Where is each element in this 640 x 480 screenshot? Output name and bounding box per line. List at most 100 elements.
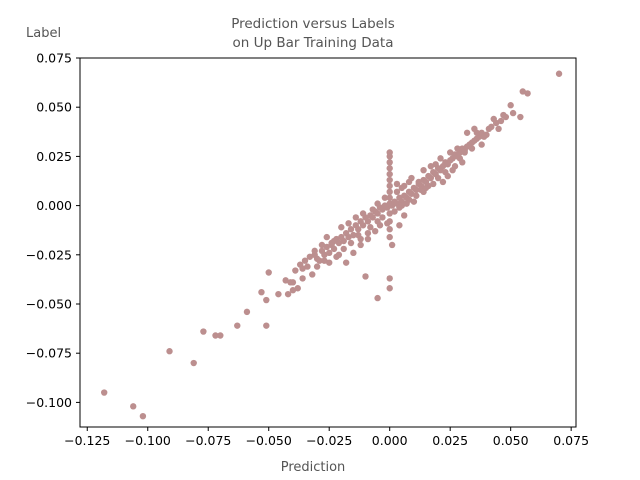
data-point [359,210,367,217]
data-point [289,287,297,294]
data-point [357,235,364,243]
data-point [500,111,507,119]
data-point [386,210,393,217]
data-point [509,109,517,117]
data-point [408,190,415,197]
data-point [393,188,401,196]
data-point [282,277,289,284]
data-point [386,153,393,160]
data-point [323,233,330,241]
data-point [374,210,381,217]
data-point [386,275,393,282]
data-point [478,141,485,148]
data-point [379,214,386,221]
data-point [275,290,282,298]
data-point [299,265,306,272]
data-point [362,273,369,280]
data-point [364,235,372,243]
y-tick-label: −0.050 [26,297,72,312]
data-point [437,155,444,162]
data-point [386,176,393,184]
data-point [473,129,480,136]
x-tick-label: −0.100 [125,433,171,448]
data-point [326,249,333,257]
data-point [318,241,326,249]
data-point [507,102,514,109]
y-tick-label: −0.025 [26,247,72,262]
data-point [304,263,311,270]
data-point [432,161,439,168]
y-tick-label: 0.075 [36,51,72,66]
data-point [166,348,173,355]
data-point [485,125,493,133]
data-point [347,239,355,247]
data-point [352,214,360,221]
data-point [391,208,398,215]
data-point [369,214,376,221]
data-point [340,245,347,253]
data-point [139,412,147,420]
data-point [265,269,272,276]
data-point [311,247,318,255]
data-point [388,241,396,249]
data-point [413,186,420,194]
x-tick-label: 0.025 [432,433,468,448]
data-point [350,249,357,257]
data-point [517,113,524,121]
data-point [306,253,314,260]
data-point [345,220,352,227]
data-point [396,222,403,229]
y-tick-label: 0.000 [36,198,72,213]
data-point [446,149,454,156]
data-point [417,186,425,194]
data-point [335,251,343,258]
data-point [456,155,464,162]
data-point [309,271,316,278]
data-point [439,178,447,186]
data-point [490,115,497,123]
data-point [495,125,502,133]
data-point [371,227,379,235]
data-point [101,389,108,396]
data-point [364,218,372,225]
data-point [326,259,333,266]
y-tick-label: 0.025 [36,149,72,164]
data-point [461,149,468,156]
x-tick-label: −0.125 [64,433,110,448]
data-point [313,263,321,270]
data-point [555,70,563,77]
data-point [434,174,442,182]
data-point [401,212,408,219]
data-point [301,257,309,264]
data-point [335,239,343,247]
data-point [422,184,430,192]
data-point [463,129,471,136]
data-point [524,90,531,97]
data-point [342,259,350,266]
x-tick-label: −0.050 [246,433,292,448]
data-point [449,166,456,174]
data-point [359,222,367,229]
x-tick-label: −0.025 [306,433,352,448]
data-point [386,182,393,190]
data-point [263,296,270,304]
data-point [321,251,328,258]
data-point [347,226,355,233]
data-point [415,178,422,186]
data-point [519,88,526,95]
data-point [292,267,299,274]
data-point [212,332,219,339]
data-point [338,224,345,231]
data-point [384,220,391,227]
data-point [328,239,335,247]
data-point [386,285,393,292]
y-tick-label: 0.050 [36,100,72,115]
data-point [396,204,403,211]
y-tick-label: −0.075 [26,346,72,361]
y-axis-title: Label [26,26,61,41]
data-point [243,308,251,316]
data-point [497,117,505,125]
x-tick-label: 0.050 [493,433,529,448]
data-point [330,245,338,253]
x-tick-label: 0.000 [372,433,408,448]
